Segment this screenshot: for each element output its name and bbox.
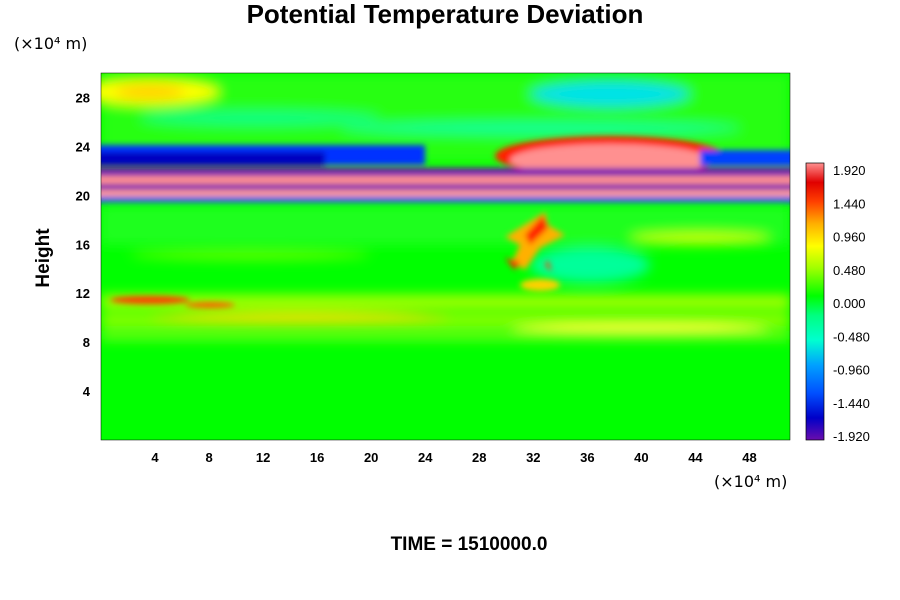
y-axis-label: Height — [33, 228, 54, 288]
colorbar-tick-label: -1.920 — [833, 429, 870, 444]
x-tick-label: 44 — [688, 450, 703, 465]
y-tick-label: 12 — [76, 286, 90, 301]
x-axis-unit: (×10⁴ m) — [714, 472, 787, 491]
heatmap-field — [101, 73, 790, 340]
colorbar-tick-label: 1.920 — [833, 163, 866, 178]
colorbar-tick-label: -0.960 — [833, 363, 870, 378]
x-tick-label: 8 — [205, 450, 212, 465]
x-tick-label: 24 — [418, 450, 433, 465]
colorbar-tick-labels: 1.920 1.440 0.960 0.480 0.000 -0.480 -0.960 -1.… — [833, 163, 870, 444]
y-tick-labels: 4 8 12 16 20 24 28 — [76, 90, 91, 399]
chart-title: Potential Temperature Deviation — [247, 0, 644, 29]
colorbar-tick-label: -1.440 — [833, 396, 870, 411]
y-axis-unit: (×10⁴ m) — [14, 34, 87, 53]
x-tick-label: 28 — [472, 450, 486, 465]
colorbar-tick-label: 0.960 — [833, 230, 866, 245]
x-tick-label: 4 — [151, 450, 159, 465]
x-tick-labels: 4 8 12 16 20 24 28 32 36 40 44 48 — [151, 450, 756, 465]
colorbar-tick-label: -0.480 — [833, 329, 870, 344]
x-tick-label: 36 — [580, 450, 594, 465]
colorbar-tick-label: 0.480 — [833, 263, 866, 278]
x-tick-label: 20 — [364, 450, 378, 465]
x-tick-label: 32 — [526, 450, 540, 465]
colorbar-tick-label: 1.440 — [833, 196, 866, 211]
y-tick-label: 8 — [83, 335, 90, 350]
x-tick-label: 48 — [742, 450, 756, 465]
x-tick-label: 40 — [634, 450, 648, 465]
y-tick-label: 24 — [76, 139, 91, 154]
y-tick-label: 4 — [83, 384, 91, 399]
x-tick-label: 12 — [256, 450, 270, 465]
time-label: TIME = 1510000.0 — [391, 534, 548, 555]
x-tick-label: 16 — [310, 450, 324, 465]
colorbar — [805, 162, 825, 441]
colorbar-tick-label: 0.000 — [833, 296, 866, 311]
y-tick-label: 20 — [76, 188, 90, 203]
y-tick-label: 28 — [76, 90, 90, 105]
y-tick-label: 16 — [76, 237, 90, 252]
